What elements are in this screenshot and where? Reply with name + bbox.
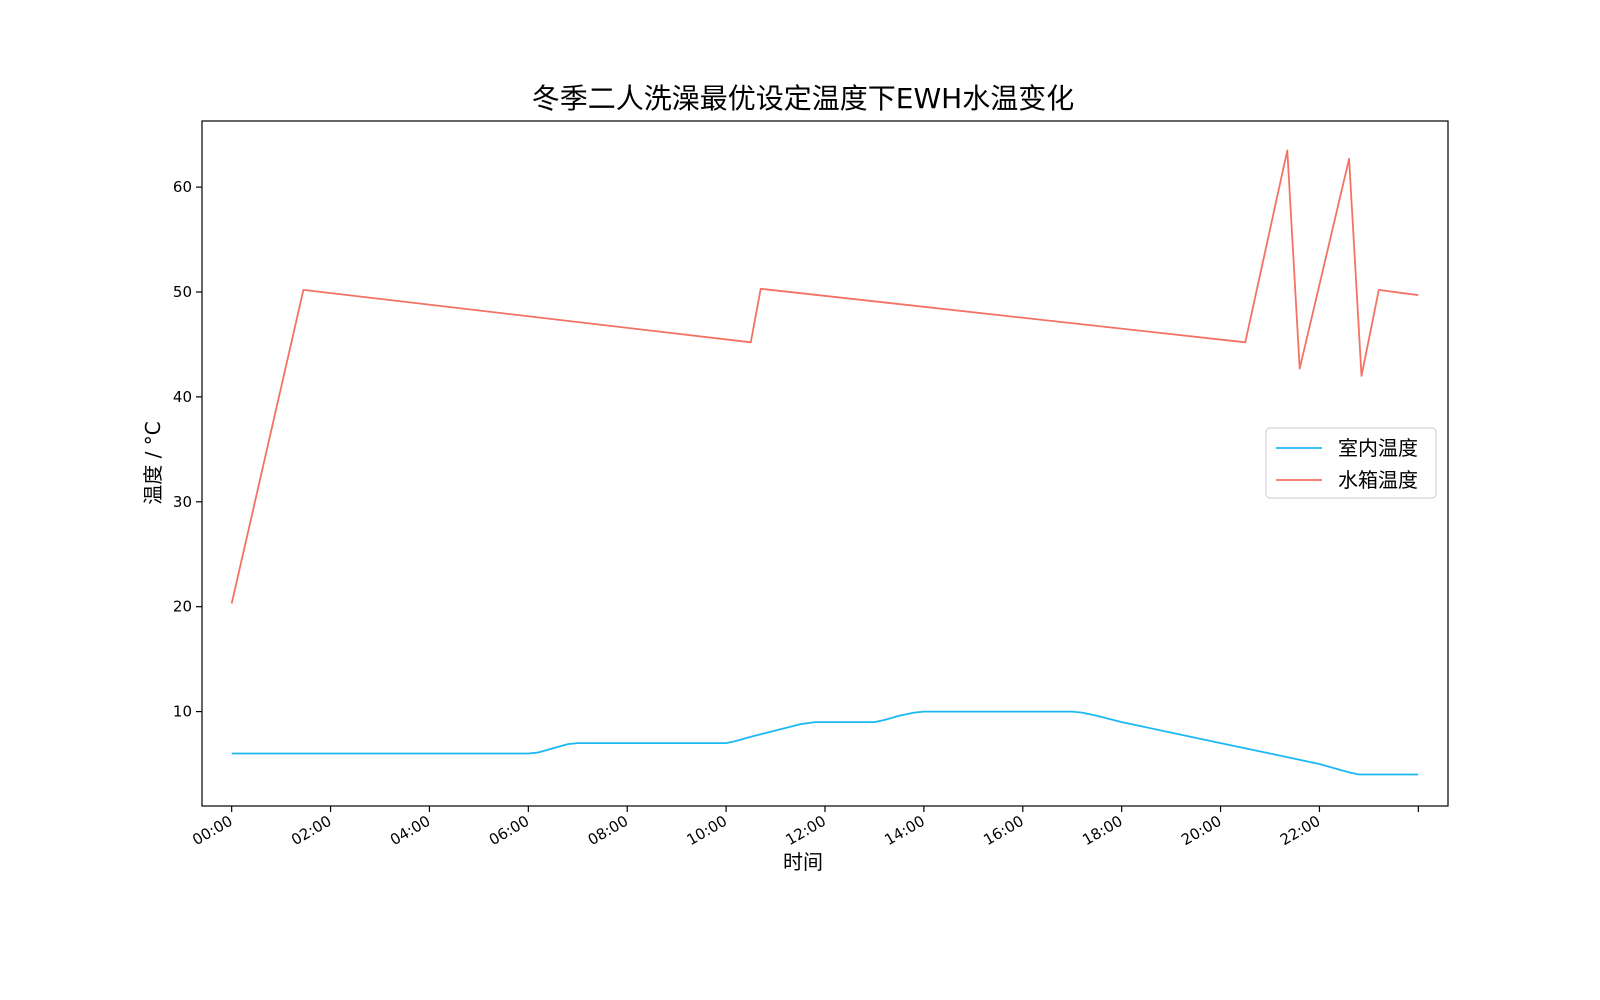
x-tick-label: 02:00	[288, 812, 334, 849]
x-axis-label: 时间	[783, 850, 823, 874]
series-line-0	[231, 710, 1419, 776]
y-axis-label: 温度 / °C	[141, 421, 165, 504]
legend-label: 室内温度	[1338, 436, 1418, 460]
x-tick-label: 20:00	[1178, 812, 1224, 849]
y-tick-label: 50	[173, 283, 192, 301]
x-tick-label: 12:00	[783, 812, 829, 849]
x-tick-label: 18:00	[1079, 812, 1125, 849]
chart-title: 冬季二人洗澡最优设定温度下EWH水温变化	[532, 82, 1074, 115]
y-tick-label: 60	[173, 178, 192, 196]
y-tick-label: 10	[173, 703, 192, 721]
y-axis-ticks: 10 20 30 40 50 60	[173, 178, 202, 721]
x-tick-label: 00:00	[189, 812, 235, 849]
x-tick-label: 08:00	[585, 812, 631, 849]
plot-frame	[201, 120, 1449, 807]
y-tick-label: 30	[173, 493, 192, 511]
y-tick-label: 20	[173, 598, 192, 616]
x-tick-label: 04:00	[387, 812, 433, 849]
series-line-1	[230, 149, 1419, 604]
x-tick-label: 14:00	[881, 812, 927, 849]
plot-area	[201, 120, 1449, 807]
y-tick-label: 40	[173, 388, 192, 406]
x-tick-label: 16:00	[980, 812, 1026, 849]
x-axis-ticks: 00:00 02:00 04:00 06:00 08:00 10:00 12:00 14:00…	[189, 806, 1419, 849]
x-tick-label: 22:00	[1277, 812, 1323, 849]
x-tick-label: 06:00	[486, 812, 532, 849]
x-tick-label: 10:00	[684, 812, 730, 849]
legend-label: 水箱温度	[1338, 468, 1418, 492]
